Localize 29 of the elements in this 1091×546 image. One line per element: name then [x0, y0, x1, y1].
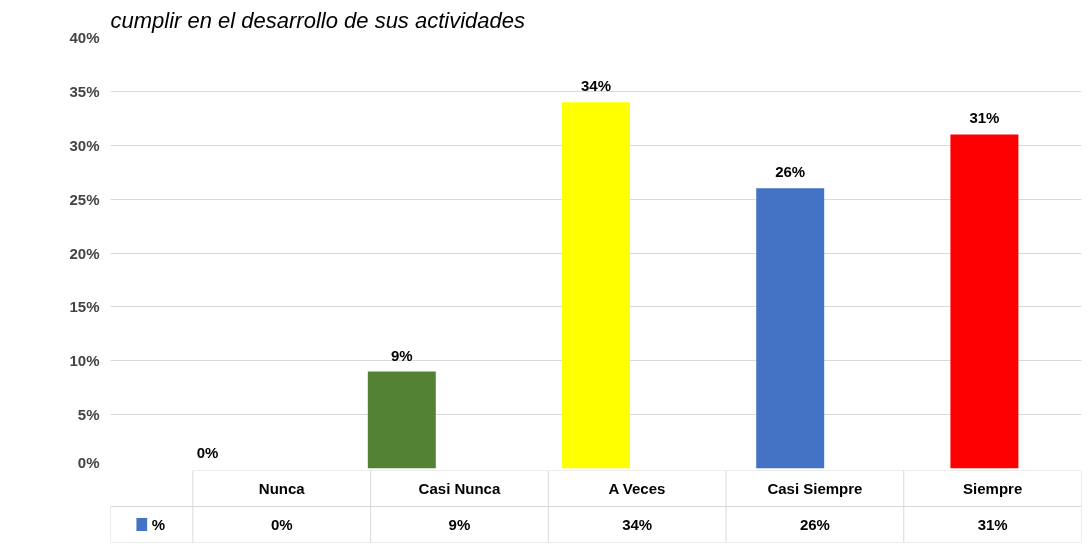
- y-tick-label: 25%: [69, 190, 100, 208]
- data-label: 9%: [448, 516, 471, 533]
- data-label: 0%: [270, 516, 293, 533]
- y-tick-label: 35%: [69, 82, 100, 100]
- x-tick-label: Casi Nunca: [418, 480, 501, 497]
- y-tick-label: 0%: [77, 453, 100, 471]
- y-tick-label: 10%: [69, 352, 100, 370]
- text: 0%: [196, 443, 219, 461]
- x-tick-label: Casi Siempre: [767, 480, 863, 497]
- data-label: 34%: [622, 516, 653, 533]
- bar: [756, 188, 825, 469]
- data-label: 31%: [977, 516, 1008, 533]
- bar: [950, 134, 1019, 469]
- x-tick-label: A Veces: [608, 480, 666, 497]
- data-label: 26%: [799, 516, 830, 533]
- chart-title: cumplir en el desarrollo de sus actividades: [110, 7, 526, 33]
- bar: [367, 371, 436, 469]
- y-tick-label: 40%: [69, 29, 100, 46]
- x-tick-label: Nunca: [258, 480, 306, 497]
- y-tick-label: 15%: [69, 298, 100, 316]
- text: 34%: [580, 77, 612, 95]
- legend-label: %: [151, 516, 166, 533]
- text: 31%: [969, 109, 1000, 127]
- y-tick-label: 20%: [69, 244, 100, 262]
- y-tick-label: 30%: [69, 136, 100, 154]
- y-tick-label: 5%: [77, 406, 100, 424]
- text: 9%: [390, 346, 413, 364]
- text: 26%: [775, 163, 806, 181]
- x-tick-label: Siempre: [963, 480, 1023, 497]
